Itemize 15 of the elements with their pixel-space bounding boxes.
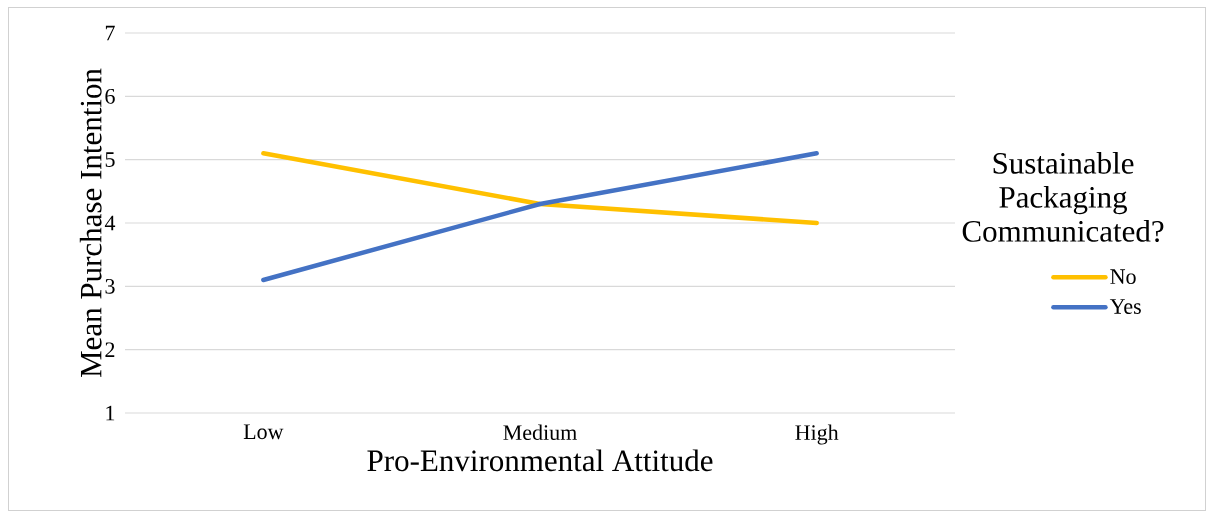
y-tick-label: 4 bbox=[104, 215, 116, 231]
y-tick-label: 1 bbox=[106, 405, 115, 421]
x-axis-title: Pro-Environmental Attitude bbox=[367, 449, 713, 472]
legend-label: No bbox=[1110, 269, 1136, 284]
x-tick-label: Medium bbox=[503, 424, 577, 441]
legend-title: Sustainable Packaging Communicated? bbox=[962, 152, 1164, 242]
y-tick-label: 7 bbox=[105, 25, 115, 41]
y-tick-label: 5 bbox=[105, 152, 115, 167]
y-tick-label: 3 bbox=[105, 278, 115, 294]
y-tick-label: 6 bbox=[105, 88, 115, 104]
y-tick-label: 2 bbox=[105, 342, 115, 357]
y-axis-title: Mean Purchase Intention bbox=[79, 68, 102, 378]
legend-label: Yes bbox=[1109, 299, 1141, 314]
x-tick-label: High bbox=[795, 424, 839, 445]
x-tick-label: Low bbox=[243, 424, 284, 440]
